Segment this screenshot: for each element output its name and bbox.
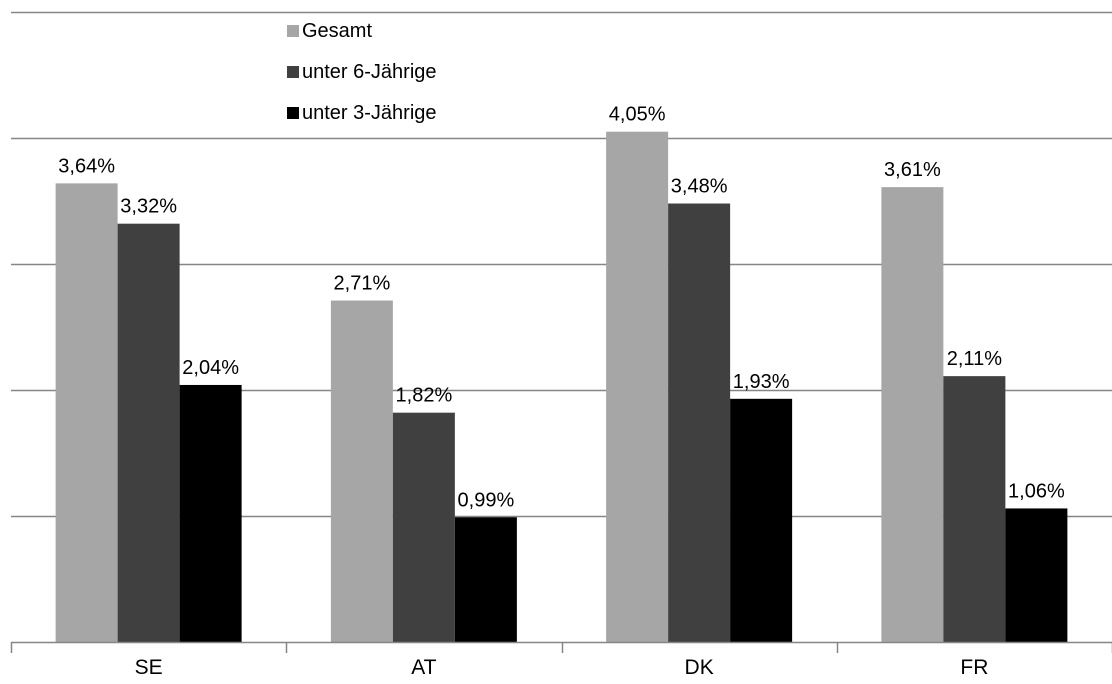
data-label: 3,64%	[58, 155, 115, 177]
legend: Gesamt unter 6-Jährige unter 3-Jährige	[287, 20, 437, 124]
bar	[730, 398, 793, 642]
legend-swatch	[287, 107, 299, 119]
bar	[55, 183, 118, 643]
x-tick-label: FR	[960, 656, 988, 679]
data-label: 3,32%	[120, 196, 177, 218]
x-tick-label: DK	[685, 656, 714, 679]
x-axis: SE AT DK FR	[10, 641, 1112, 679]
bar	[330, 300, 393, 642]
bar	[606, 131, 669, 642]
bar	[1005, 508, 1068, 642]
data-label: 1,82%	[396, 385, 453, 407]
data-label: 2,71%	[334, 273, 391, 295]
legend-label: Gesamt	[302, 20, 372, 42]
legend-swatch	[287, 25, 299, 37]
data-label: 3,61%	[884, 159, 941, 181]
data-label: 1,93%	[733, 371, 790, 393]
bar	[943, 376, 1006, 642]
x-tick-label: AT	[411, 656, 436, 679]
legend-label: unter 3-Jährige	[302, 102, 437, 124]
bar	[392, 412, 455, 642]
bar	[668, 203, 731, 642]
bar	[179, 384, 242, 642]
data-label: 2,11%	[947, 348, 1002, 370]
bars	[55, 131, 1068, 643]
data-label: 3,48%	[671, 176, 728, 198]
data-label: 2,04%	[182, 357, 239, 379]
data-label: 4,05%	[609, 104, 666, 126]
data-labels: 3,64%3,32% 2,04% 2,71% 1,82% 0,99% 4,05% 3,48%…	[58, 104, 1065, 512]
bar	[454, 517, 517, 642]
bar	[117, 223, 180, 642]
legend-swatch	[287, 66, 299, 78]
legend-label: unter 6-Jährige	[302, 61, 437, 83]
data-label: 1,06%	[1008, 480, 1065, 502]
bar	[881, 187, 944, 642]
x-tick-label: SE	[135, 656, 163, 679]
data-label: 0,99%	[458, 489, 515, 511]
